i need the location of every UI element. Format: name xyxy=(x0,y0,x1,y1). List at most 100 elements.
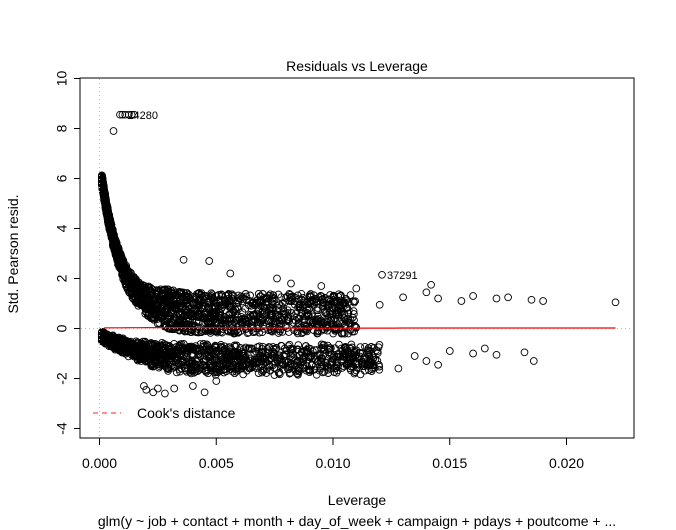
data-point xyxy=(317,354,326,363)
data-point xyxy=(331,344,339,353)
data-point xyxy=(211,343,220,352)
data-point xyxy=(134,285,143,294)
data-point xyxy=(212,377,221,385)
data-point xyxy=(161,305,170,314)
data-point xyxy=(196,346,204,355)
data-point xyxy=(293,357,301,366)
data-point xyxy=(231,356,240,365)
data-point xyxy=(208,317,217,326)
data-point xyxy=(117,255,126,264)
x-tick-label: 0.020 xyxy=(549,455,584,471)
data-point xyxy=(259,365,268,374)
data-point xyxy=(337,304,345,312)
data-point xyxy=(130,110,138,119)
data-point xyxy=(187,369,196,378)
data-point xyxy=(175,287,184,296)
x-tick-label: 0.015 xyxy=(432,455,467,471)
plot-frame xyxy=(79,77,635,439)
data-point xyxy=(183,296,192,304)
data-point xyxy=(320,346,329,354)
data-point xyxy=(203,302,212,311)
data-point xyxy=(203,340,211,349)
data-point xyxy=(520,348,529,357)
data-point xyxy=(338,364,347,372)
data-point xyxy=(269,347,277,356)
data-point xyxy=(118,339,127,348)
data-point xyxy=(306,344,314,353)
data-point xyxy=(111,341,120,349)
data-point xyxy=(137,348,146,357)
data-point xyxy=(314,304,322,312)
data-point xyxy=(270,353,279,362)
data-point xyxy=(331,296,340,305)
x-tick-label: 0.005 xyxy=(199,455,234,471)
data-point xyxy=(288,292,297,301)
data-point xyxy=(101,195,110,203)
data-point xyxy=(254,304,263,313)
y-tick-label: 6 xyxy=(54,174,70,182)
data-point xyxy=(234,328,243,337)
data-point xyxy=(297,308,306,317)
data-point xyxy=(200,388,209,397)
data-point xyxy=(234,313,242,322)
data-point xyxy=(165,351,174,359)
data-point xyxy=(268,295,277,303)
data-point xyxy=(275,368,284,377)
data-point xyxy=(268,316,277,325)
data-point xyxy=(257,362,265,371)
data-point xyxy=(178,304,187,312)
data-point xyxy=(165,342,174,350)
data-point xyxy=(128,280,136,289)
data-point xyxy=(298,358,306,367)
legend: Cook's distance xyxy=(93,405,236,421)
data-point xyxy=(192,344,200,353)
data-point xyxy=(316,350,324,358)
data-point xyxy=(238,308,247,317)
data-point xyxy=(179,255,188,264)
data-point xyxy=(269,304,278,313)
data-point xyxy=(335,352,343,361)
data-point xyxy=(124,110,133,119)
data-point xyxy=(611,298,620,307)
data-point xyxy=(118,110,127,119)
data-point xyxy=(287,346,296,354)
data-point xyxy=(260,324,268,333)
data-point xyxy=(186,310,194,318)
data-point xyxy=(115,248,123,257)
data-point xyxy=(262,309,271,318)
data-point xyxy=(341,316,350,324)
data-point xyxy=(168,309,177,318)
data-point xyxy=(157,356,166,364)
data-point xyxy=(352,359,361,368)
data-point xyxy=(258,348,267,357)
y-tick-label: -2 xyxy=(54,372,70,385)
data-point xyxy=(170,288,179,297)
data-point xyxy=(163,287,171,295)
data-point xyxy=(258,342,267,351)
data-point xyxy=(160,340,168,349)
data-point xyxy=(238,297,247,306)
data-point xyxy=(105,213,114,222)
data-point xyxy=(220,368,228,377)
data-point xyxy=(201,291,210,300)
data-point xyxy=(216,309,225,318)
data-point xyxy=(193,299,202,308)
data-point xyxy=(239,370,248,379)
data-point xyxy=(344,306,353,315)
data-point xyxy=(221,357,230,366)
data-point xyxy=(297,348,306,356)
data-point xyxy=(147,339,155,347)
data-point xyxy=(137,353,146,362)
data-point xyxy=(321,309,330,318)
data-point xyxy=(312,306,321,314)
data-point xyxy=(198,314,207,323)
data-point xyxy=(295,300,304,309)
data-point xyxy=(276,320,284,328)
data-point xyxy=(527,295,536,304)
data-point xyxy=(283,316,292,325)
data-point xyxy=(319,325,327,333)
data-point xyxy=(164,285,173,294)
data-point xyxy=(178,352,186,361)
data-point xyxy=(293,356,302,365)
data-point xyxy=(298,293,307,302)
